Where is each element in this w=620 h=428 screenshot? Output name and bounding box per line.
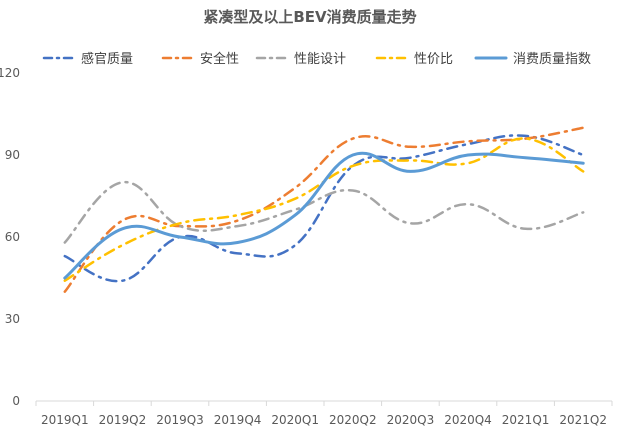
x-tick-label: 2019Q1 (41, 413, 89, 427)
series-line-4 (63, 137, 585, 282)
series-line-2 (63, 126, 585, 293)
y-tick-label: 30 (5, 312, 20, 326)
x-tick-label: 2020Q3 (387, 413, 435, 427)
x-tick-label: 2020Q1 (271, 413, 319, 427)
chart-title: 紧凑型及以上BEV消费质量走势 (203, 8, 417, 26)
x-tick-label: 2019Q2 (99, 413, 147, 427)
x-axis: 2019Q1 2019Q2 2019Q3 2019Q4 2020Q1 2020Q2 2020… (35, 400, 613, 427)
x-tick-label: 2021Q2 (559, 413, 607, 427)
legend-label: 性能设计 (294, 52, 346, 67)
series-line-3 (63, 181, 585, 244)
x-tick-label: 2020Q2 (329, 413, 377, 427)
x-tick-label: 2019Q3 (156, 413, 204, 427)
series-line-1 (63, 134, 585, 283)
y-tick-label: 60 (5, 230, 20, 244)
x-tick-label: 2019Q4 (214, 413, 262, 427)
legend-label: 感官质量 (81, 51, 133, 67)
legend-label: 性价比 (414, 52, 453, 67)
x-tick-label: 2020Q4 (444, 413, 492, 427)
y-tick-label: 120 (0, 66, 20, 80)
x-tick-label: 2021Q1 (502, 413, 550, 427)
y-tick-label: 0 (12, 394, 20, 408)
legend-label: 消费质量指数 (513, 52, 591, 67)
series-lines (63, 126, 585, 293)
legend-label: 安全性 (200, 51, 239, 67)
y-tick-label: 90 (5, 148, 20, 162)
series-line-5 (63, 151, 585, 280)
y-axis-ticks: 0 30 60 90 120 (0, 66, 20, 408)
legend: 感官质量 安全性 性能设计 性价比 消费质量指数 (42, 51, 591, 67)
